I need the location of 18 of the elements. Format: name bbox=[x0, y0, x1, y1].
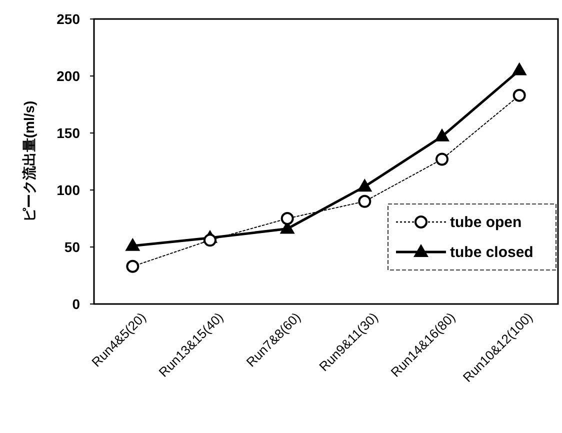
point bbox=[358, 194, 372, 208]
point bbox=[125, 238, 140, 251]
point bbox=[357, 178, 372, 192]
y-tick-label: 50 bbox=[64, 239, 80, 255]
point bbox=[512, 88, 526, 102]
y-tick-label: 100 bbox=[56, 182, 80, 198]
y-tick-label: 250 bbox=[56, 11, 80, 27]
point bbox=[436, 152, 448, 166]
point bbox=[434, 128, 450, 142]
point bbox=[126, 260, 140, 273]
legend-label: tube closed bbox=[450, 244, 534, 261]
y-tick-label: 0 bbox=[72, 296, 80, 312]
y-tick-label: 150 bbox=[56, 125, 80, 141]
legend-label: tube open bbox=[450, 214, 522, 231]
y-axis-title: ピーク流出量(ml/s) bbox=[21, 100, 37, 222]
y-tick-label: 200 bbox=[56, 68, 80, 84]
point bbox=[512, 62, 527, 76]
point bbox=[280, 212, 294, 225]
